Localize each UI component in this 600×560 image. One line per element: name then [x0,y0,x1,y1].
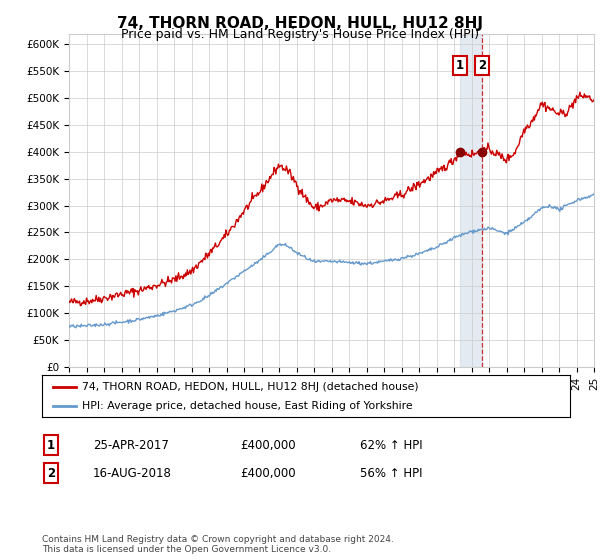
Text: 2: 2 [478,59,487,72]
Text: £400,000: £400,000 [240,466,296,480]
Text: 16-AUG-2018: 16-AUG-2018 [93,466,172,480]
Text: 1: 1 [455,59,464,72]
Text: HPI: Average price, detached house, East Riding of Yorkshire: HPI: Average price, detached house, East… [82,401,412,411]
Text: Price paid vs. HM Land Registry's House Price Index (HPI): Price paid vs. HM Land Registry's House … [121,28,479,41]
Text: 2: 2 [47,466,55,480]
Text: 62% ↑ HPI: 62% ↑ HPI [360,438,422,452]
Text: 74, THORN ROAD, HEDON, HULL, HU12 8HJ (detached house): 74, THORN ROAD, HEDON, HULL, HU12 8HJ (d… [82,381,418,391]
Text: 1: 1 [47,438,55,452]
Bar [460,34,482,367]
Text: £400,000: £400,000 [240,438,296,452]
Text: Contains HM Land Registry data © Crown copyright and database right 2024.
This d: Contains HM Land Registry data © Crown c… [42,535,394,554]
Text: 25-APR-2017: 25-APR-2017 [93,438,169,452]
Text: 56% ↑ HPI: 56% ↑ HPI [360,466,422,480]
Text: 74, THORN ROAD, HEDON, HULL, HU12 8HJ: 74, THORN ROAD, HEDON, HULL, HU12 8HJ [117,16,483,31]
